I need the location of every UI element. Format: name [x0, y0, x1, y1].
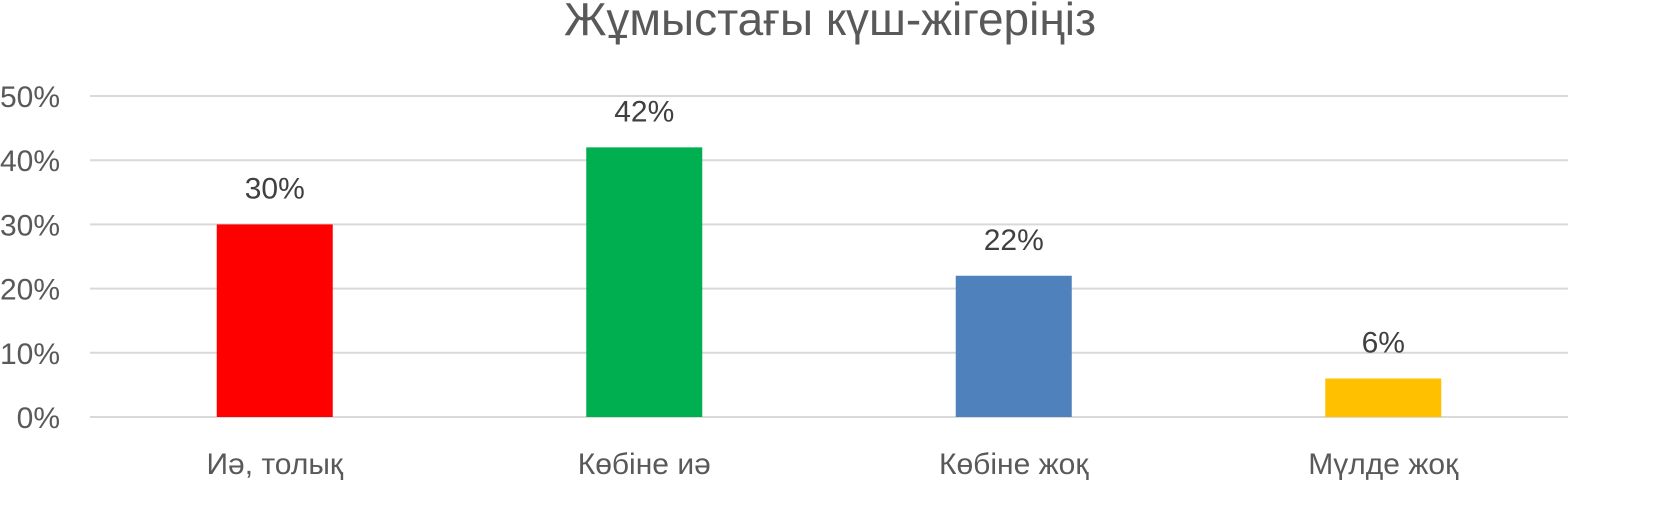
category-label: Мүлде жоқ [1308, 448, 1459, 481]
y-tick-label: 0% [17, 402, 60, 435]
y-tick-label: 50% [0, 81, 60, 114]
data-label: 6% [1362, 326, 1405, 359]
data-label: 42% [614, 95, 674, 128]
gridlines [90, 95, 1568, 418]
category-labels: Иә, толық Көбіне иә Көбіне жоқ Мүлде жоқ [206, 448, 1459, 481]
y-tick-label: 20% [0, 274, 60, 307]
bar [586, 147, 703, 418]
y-tick-label: 30% [0, 209, 60, 242]
bars [216, 147, 1442, 418]
data-labels: 30% 42% 22% 6% [245, 95, 1405, 359]
data-label: 22% [984, 224, 1044, 257]
y-tick-label: 40% [0, 145, 60, 178]
category-label: Иә, толық [206, 448, 343, 481]
bar [955, 275, 1072, 417]
chart-title: Жұмыстағы күш-жігеріңіз [564, 0, 1096, 45]
bar [1325, 378, 1442, 417]
y-axis-tick-labels: 0% 10% 20% 30% 40% 50% [0, 81, 60, 435]
category-label: Көбіне жоқ [939, 448, 1089, 481]
data-label: 30% [245, 172, 305, 205]
y-tick-label: 10% [0, 338, 60, 371]
category-label: Көбіне иә [578, 448, 711, 481]
bar [216, 224, 333, 417]
